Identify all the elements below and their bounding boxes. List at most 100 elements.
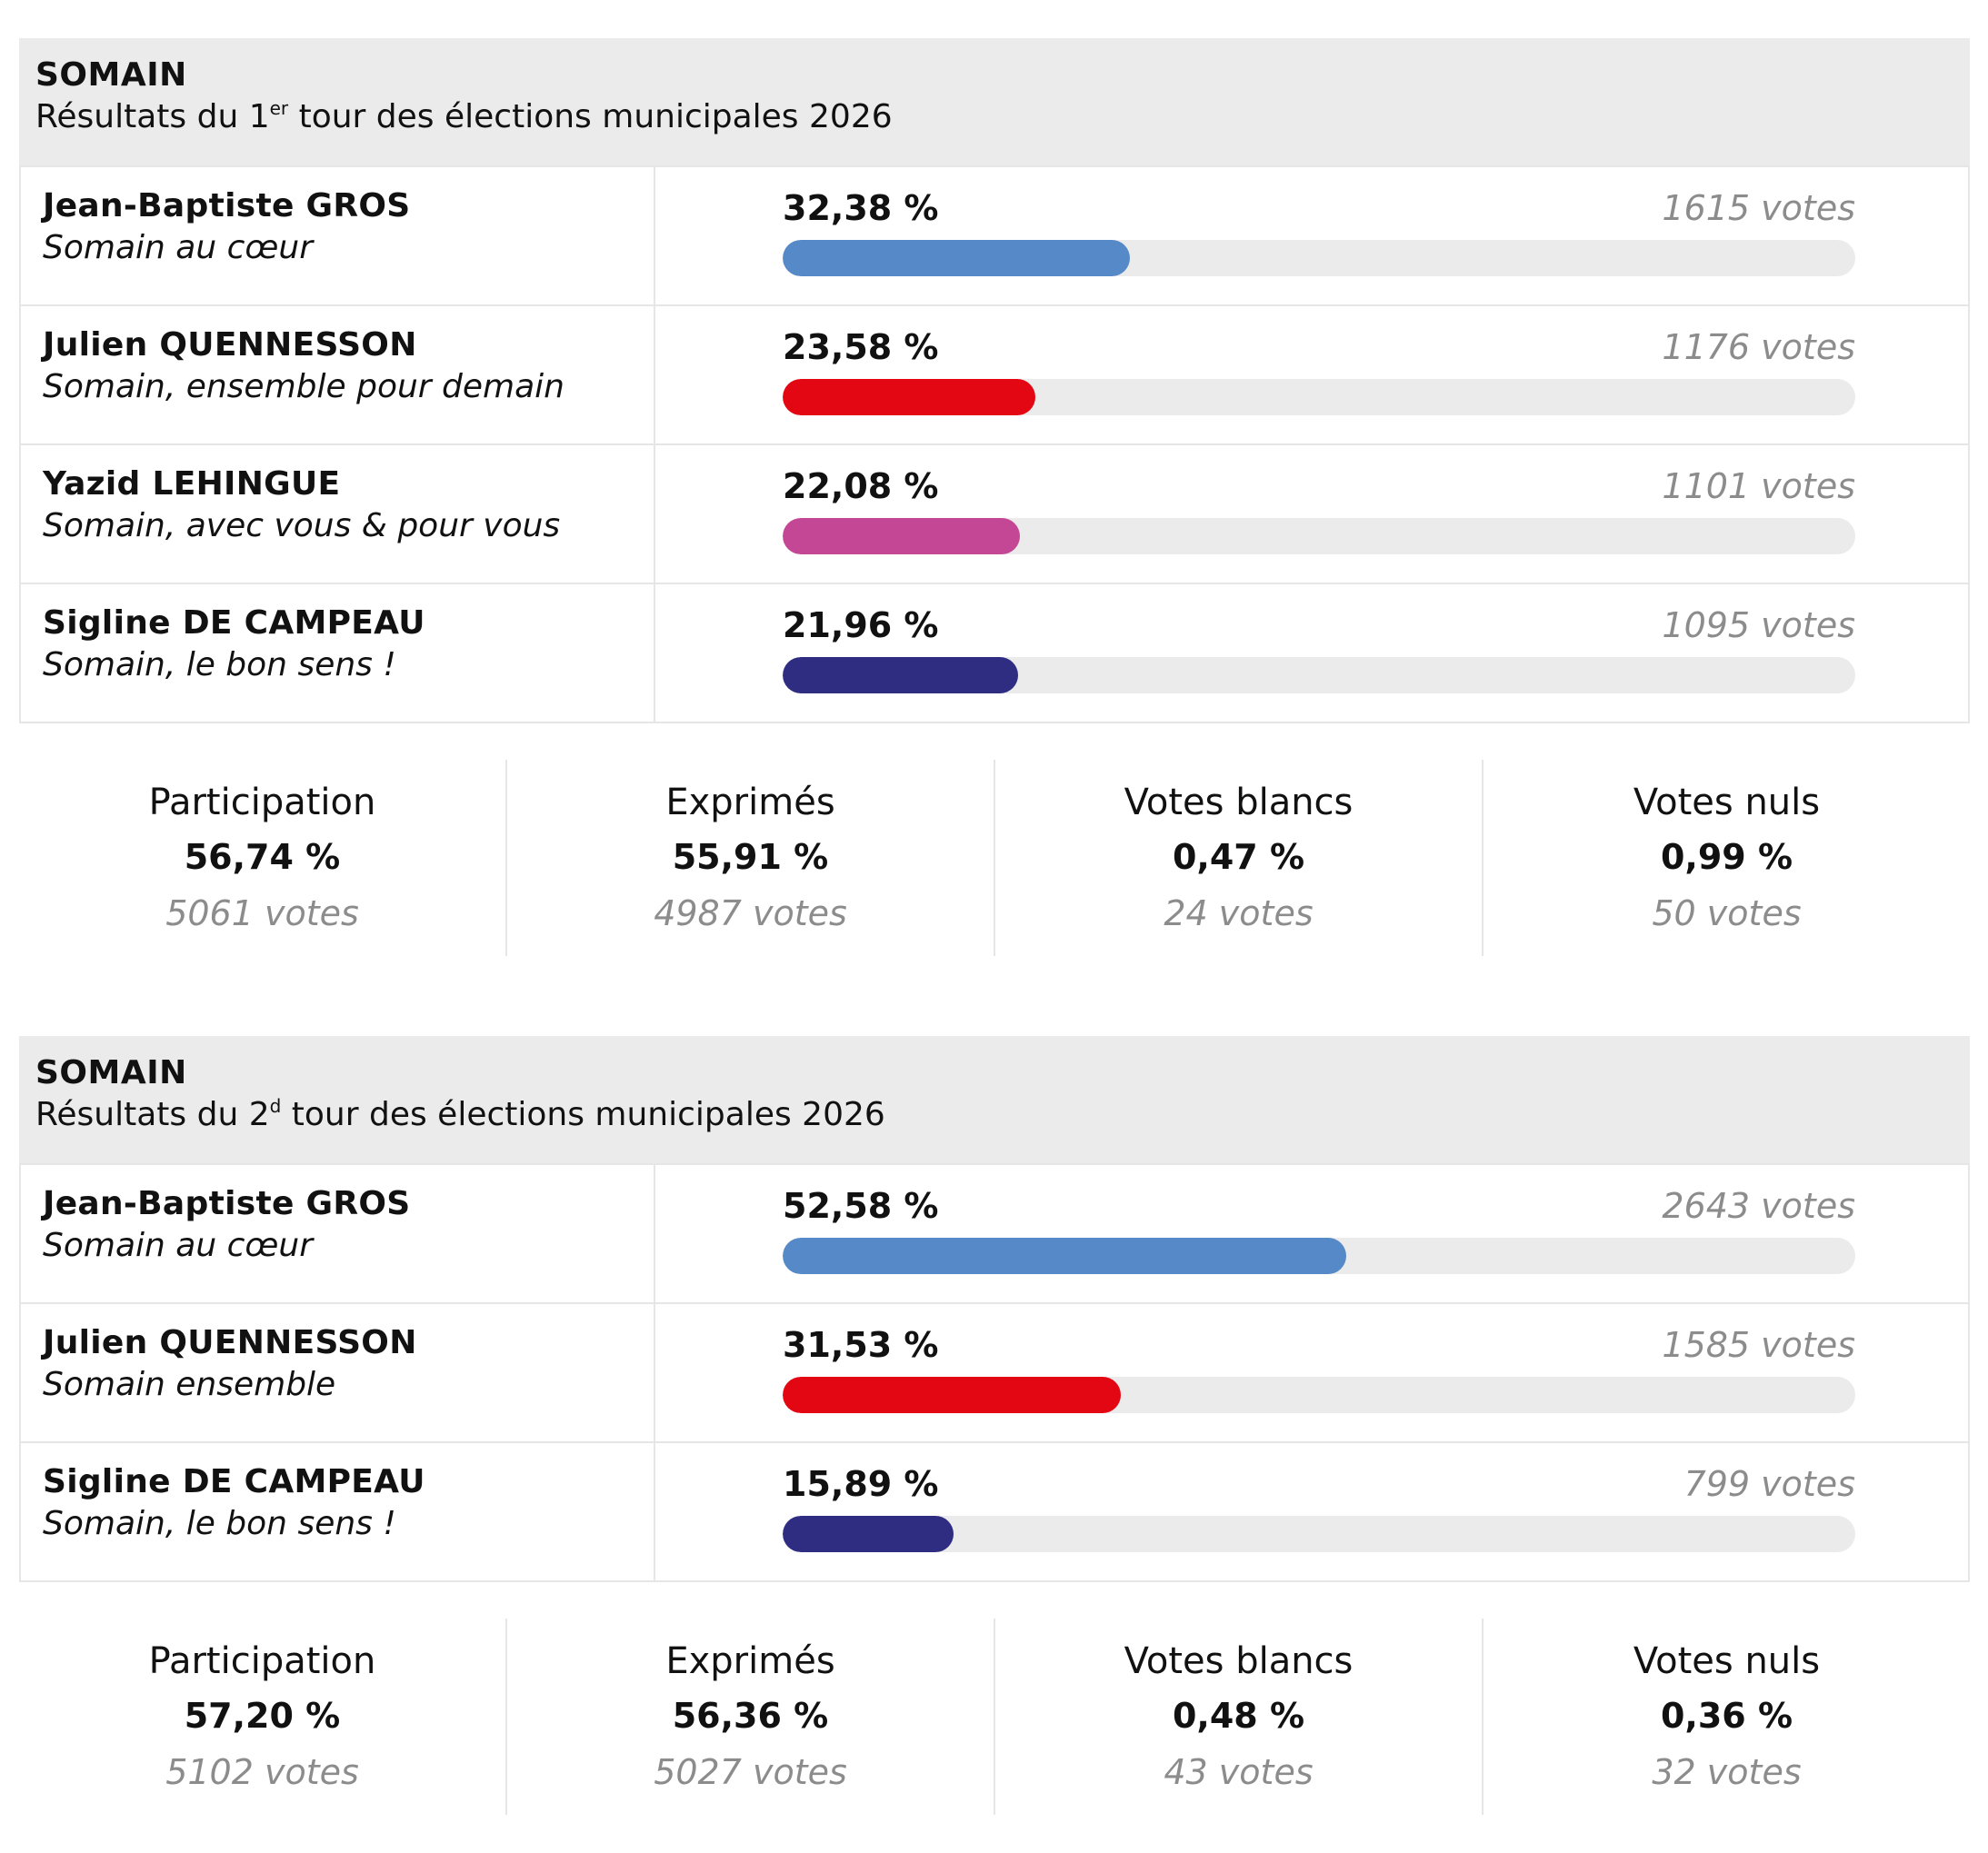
- stat-votes-nuls: Votes nuls 0,36 % 32 votes: [1484, 1619, 1970, 1815]
- stat-percent: 55,91 %: [672, 837, 829, 877]
- commune-title: SOMAIN: [35, 1054, 187, 1091]
- subtitle-sup: er: [269, 97, 289, 119]
- stat-label: Votes nuls: [1633, 782, 1821, 823]
- commune-title: SOMAIN: [35, 56, 187, 94]
- candidate-votes: 1615 votes: [1662, 188, 1855, 228]
- stat-votes: 24 votes: [1164, 893, 1314, 933]
- stat-percent: 0,47 %: [1172, 837, 1305, 877]
- stat-exprimes: Exprimés 55,91 % 4987 votes: [507, 760, 995, 956]
- candidate-list-name: Somain, avec vous & pour vous: [43, 507, 561, 544]
- round-2-header: SOMAIN Résultats du 2d tour des élection…: [19, 1036, 1970, 1163]
- bar-fill: [783, 657, 1019, 693]
- candidate-info: Jean-Baptiste GROS Somain au cœur: [21, 167, 655, 304]
- candidate-bar-cell: 21,96 % 1095 votes: [655, 584, 1968, 722]
- candidate-list-name: Somain au cœur: [43, 229, 313, 266]
- candidate-list-name: Somain, le bon sens !: [43, 646, 396, 683]
- bar-fill: [783, 379, 1036, 415]
- candidate-row: Jean-Baptiste GROS Somain au cœur 52,58 …: [21, 1163, 1968, 1302]
- bar-track: [783, 1238, 1855, 1274]
- stat-label: Votes blancs: [1124, 782, 1354, 823]
- stat-votes: 50 votes: [1652, 893, 1802, 933]
- stat-percent: 56,36 %: [672, 1696, 829, 1736]
- bar-track: [783, 1516, 1855, 1552]
- candidate-info: Yazid LEHINGUE Somain, avec vous & pour …: [21, 445, 655, 583]
- stat-label: Exprimés: [665, 782, 835, 823]
- stat-votes: 5027 votes: [654, 1752, 847, 1792]
- stat-percent: 0,99 %: [1660, 837, 1793, 877]
- round-2-results: SOMAIN Résultats du 2d tour des élection…: [19, 1036, 1970, 1815]
- candidate-row: Sigline DE CAMPEAU Somain, le bon sens !…: [21, 1441, 1968, 1582]
- candidate-list-name: Somain ensemble: [43, 1366, 336, 1403]
- stat-percent: 56,74 %: [184, 837, 341, 877]
- stat-label: Votes blancs: [1124, 1640, 1354, 1682]
- candidate-percent: 52,58 %: [783, 1186, 939, 1226]
- bar-fill: [783, 240, 1131, 276]
- subtitle-suffix: tour des élections municipales 2026: [288, 98, 893, 135]
- candidate-name: Sigline DE CAMPEAU: [43, 604, 425, 642]
- candidate-name: Jean-Baptiste GROS: [43, 187, 411, 224]
- subtitle-sup: d: [269, 1095, 282, 1117]
- round-1-candidates-table: Jean-Baptiste GROS Somain au cœur 32,38 …: [19, 165, 1970, 723]
- candidate-list-name: Somain, ensemble pour demain: [43, 368, 564, 405]
- candidate-info: Sigline DE CAMPEAU Somain, le bon sens !: [21, 584, 655, 722]
- candidate-row: Jean-Baptiste GROS Somain au cœur 32,38 …: [21, 165, 1968, 304]
- stat-percent: 0,36 %: [1660, 1696, 1793, 1736]
- candidate-votes: 799 votes: [1683, 1464, 1855, 1504]
- stat-label: Participation: [148, 1640, 376, 1682]
- candidate-row: Julien QUENNESSON Somain ensemble 31,53 …: [21, 1302, 1968, 1441]
- stat-label: Participation: [148, 782, 376, 823]
- candidate-percent: 31,53 %: [783, 1325, 939, 1365]
- candidate-row: Sigline DE CAMPEAU Somain, le bon sens !…: [21, 583, 1968, 723]
- round-2-subtitle: Résultats du 2d tour des élections munic…: [35, 1094, 1953, 1136]
- candidate-percent: 22,08 %: [783, 466, 939, 506]
- bar-fill: [783, 1516, 954, 1552]
- candidate-votes: 1095 votes: [1662, 605, 1855, 645]
- candidate-bar-cell: 22,08 % 1101 votes: [655, 445, 1968, 583]
- candidate-info: Julien QUENNESSON Somain, ensemble pour …: [21, 306, 655, 443]
- round-2-stats: Participation 57,20 % 5102 votes Exprimé…: [19, 1619, 1970, 1815]
- subtitle-suffix: tour des élections municipales 2026: [281, 1096, 885, 1133]
- stat-votes-nuls: Votes nuls 0,99 % 50 votes: [1484, 760, 1970, 956]
- candidate-bar-cell: 32,38 % 1615 votes: [655, 167, 1968, 304]
- candidate-name: Jean-Baptiste GROS: [43, 1185, 411, 1222]
- bar-fill: [783, 1377, 1122, 1413]
- candidate-percent: 23,58 %: [783, 327, 939, 367]
- candidate-votes: 1101 votes: [1662, 466, 1855, 506]
- bar-track: [783, 1377, 1855, 1413]
- subtitle-prefix: Résultats du 2: [35, 1096, 270, 1133]
- candidate-votes: 1176 votes: [1662, 327, 1855, 367]
- candidate-name: Julien QUENNESSON: [43, 326, 417, 364]
- stat-votes: 4987 votes: [654, 893, 847, 933]
- stat-percent: 57,20 %: [184, 1696, 341, 1736]
- stat-exprimes: Exprimés 56,36 % 5027 votes: [507, 1619, 995, 1815]
- subtitle-prefix: Résultats du 1: [35, 98, 270, 135]
- stat-votes-blancs: Votes blancs 0,47 % 24 votes: [995, 760, 1484, 956]
- candidate-percent: 21,96 %: [783, 605, 939, 645]
- round-1-subtitle: Résultats du 1er tour des élections muni…: [35, 96, 1953, 138]
- candidate-bar-cell: 15,89 % 799 votes: [655, 1443, 1968, 1580]
- candidate-name: Julien QUENNESSON: [43, 1324, 417, 1361]
- candidate-row: Julien QUENNESSON Somain, ensemble pour …: [21, 304, 1968, 443]
- candidate-row: Yazid LEHINGUE Somain, avec vous & pour …: [21, 443, 1968, 583]
- round-1-results: SOMAIN Résultats du 1er tour des électio…: [19, 38, 1970, 956]
- bar-track: [783, 518, 1855, 554]
- bar-track: [783, 657, 1855, 693]
- candidate-name: Sigline DE CAMPEAU: [43, 1463, 425, 1500]
- bar-track: [783, 379, 1855, 415]
- candidate-info: Sigline DE CAMPEAU Somain, le bon sens !: [21, 1443, 655, 1580]
- stat-votes-blancs: Votes blancs 0,48 % 43 votes: [995, 1619, 1484, 1815]
- bar-fill: [783, 1238, 1347, 1274]
- stat-votes: 5102 votes: [165, 1752, 359, 1792]
- stat-votes: 43 votes: [1164, 1752, 1314, 1792]
- candidate-votes: 1585 votes: [1662, 1325, 1855, 1365]
- candidate-info: Jean-Baptiste GROS Somain au cœur: [21, 1165, 655, 1302]
- round-2-candidates-table: Jean-Baptiste GROS Somain au cœur 52,58 …: [19, 1163, 1970, 1582]
- candidate-bar-cell: 31,53 % 1585 votes: [655, 1304, 1968, 1441]
- candidate-list-name: Somain, le bon sens !: [43, 1505, 396, 1542]
- stat-participation: Participation 56,74 % 5061 votes: [19, 760, 507, 956]
- candidate-percent: 15,89 %: [783, 1464, 939, 1504]
- candidate-bar-cell: 52,58 % 2643 votes: [655, 1165, 1968, 1302]
- bar-track: [783, 240, 1855, 276]
- candidate-name: Yazid LEHINGUE: [43, 465, 341, 503]
